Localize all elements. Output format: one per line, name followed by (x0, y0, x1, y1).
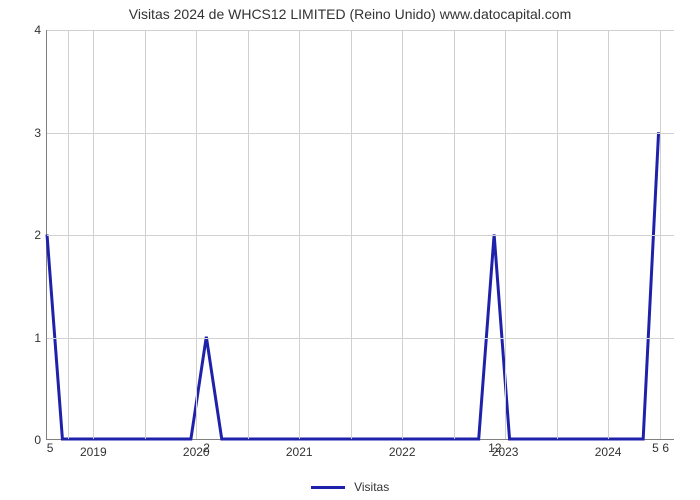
chart-container: Visitas 2024 de WHCS12 LIMITED (Reino Un… (0, 0, 700, 500)
x-tick-label: 2019 (80, 445, 107, 459)
value-label: 2 (203, 441, 210, 455)
legend-label: Visitas (354, 480, 389, 494)
value-label: 5 (47, 441, 54, 455)
gridline-vertical (660, 30, 661, 439)
value-label: 12 (488, 441, 501, 455)
gridline-vertical (608, 30, 609, 439)
plot-area: 01234201920202021202220232024521256 (46, 30, 674, 440)
gridline-vertical (557, 30, 558, 439)
value-label: 6 (662, 441, 669, 455)
y-tick-label: 4 (34, 23, 41, 37)
gridline-vertical (299, 30, 300, 439)
y-tick-label: 3 (34, 126, 41, 140)
value-label: 5 (652, 441, 659, 455)
legend-swatch (311, 486, 345, 489)
y-tick-label: 2 (34, 228, 41, 242)
gridline-horizontal (47, 235, 674, 236)
gridline-horizontal (47, 338, 674, 339)
x-tick-label: 2024 (595, 445, 622, 459)
chart-title: Visitas 2024 de WHCS12 LIMITED (Reino Un… (0, 6, 700, 22)
gridline-horizontal (47, 30, 674, 31)
x-tick-label: 2022 (389, 445, 416, 459)
y-tick-label: 0 (34, 433, 41, 447)
gridline-vertical (68, 30, 69, 439)
gridline-vertical (402, 30, 403, 439)
legend: Visitas (0, 479, 700, 494)
x-tick-label: 2021 (286, 445, 313, 459)
gridline-vertical (196, 30, 197, 439)
gridline-horizontal (47, 133, 674, 134)
series-polyline (47, 132, 659, 439)
gridline-vertical (454, 30, 455, 439)
y-tick-label: 1 (34, 331, 41, 345)
gridline-vertical (93, 30, 94, 439)
gridline-vertical (505, 30, 506, 439)
gridline-vertical (248, 30, 249, 439)
gridline-vertical (351, 30, 352, 439)
gridline-vertical (145, 30, 146, 439)
